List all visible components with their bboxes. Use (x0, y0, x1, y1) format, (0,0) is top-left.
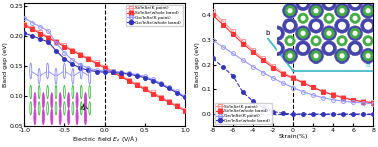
X-axis label: Strain(%): Strain(%) (278, 134, 308, 139)
Legend: Si/InSe(K point), Si/InSe(whole band), Ge/InSe(K point), Ge/InSe(whole band): Si/InSe(K point), Si/InSe(whole band), G… (215, 103, 272, 124)
Circle shape (42, 93, 44, 108)
Circle shape (51, 109, 53, 125)
Legend: Si/InSe(K point), Si/InSe(whole band), Ge/InSe(K point), Ge/InSe(whole band): Si/InSe(K point), Si/InSe(whole band), G… (126, 5, 183, 26)
Y-axis label: Band gap (eV): Band gap (eV) (3, 42, 8, 87)
Circle shape (59, 109, 61, 125)
Text: a: a (365, 62, 370, 68)
X-axis label: Electric field $E_z$ (V/Å): Electric field $E_z$ (V/Å) (71, 134, 138, 144)
Circle shape (34, 93, 36, 108)
Circle shape (68, 93, 70, 108)
Text: $E_z$: $E_z$ (79, 104, 87, 113)
Circle shape (68, 109, 70, 125)
Circle shape (59, 93, 61, 108)
Circle shape (34, 109, 36, 125)
Text: b: b (265, 30, 270, 36)
Circle shape (84, 109, 87, 125)
Circle shape (42, 109, 44, 125)
Y-axis label: Band gap (eV): Band gap (eV) (195, 42, 200, 87)
Circle shape (84, 93, 87, 108)
Circle shape (76, 109, 78, 125)
Circle shape (51, 93, 53, 108)
Circle shape (76, 93, 78, 108)
